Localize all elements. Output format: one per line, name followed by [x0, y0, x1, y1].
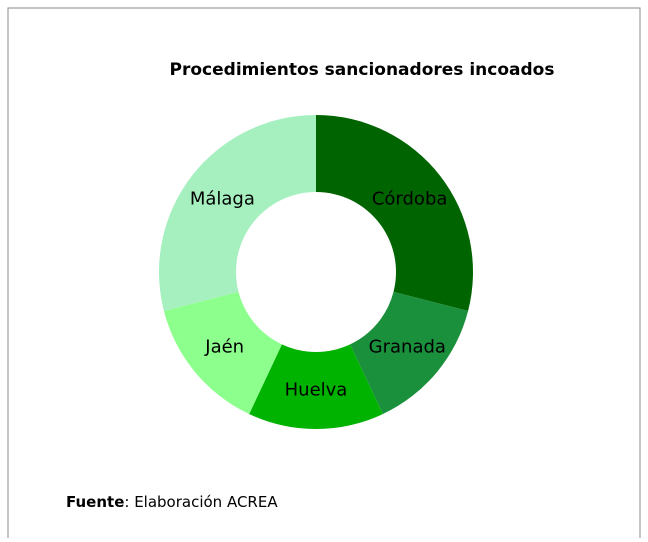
chart-title: Procedimientos sancionadores incoados [170, 60, 555, 80]
slice-label: Granada [369, 337, 446, 358]
slice [350, 291, 469, 415]
slice [316, 115, 473, 312]
source-label: Fuente [66, 493, 124, 511]
slice [159, 115, 316, 312]
frame [7, 7, 641, 538]
slice-label: Jaén [204, 337, 244, 358]
slice [163, 291, 282, 415]
slice-label: Huelva [285, 380, 348, 401]
slice-label: Málaga [190, 188, 255, 209]
source-text: : Elaboración ACREA [124, 493, 278, 511]
source: Fuente: Elaboración ACREA [66, 493, 278, 511]
slice-label: Córdoba [372, 188, 448, 209]
slice [249, 344, 383, 429]
